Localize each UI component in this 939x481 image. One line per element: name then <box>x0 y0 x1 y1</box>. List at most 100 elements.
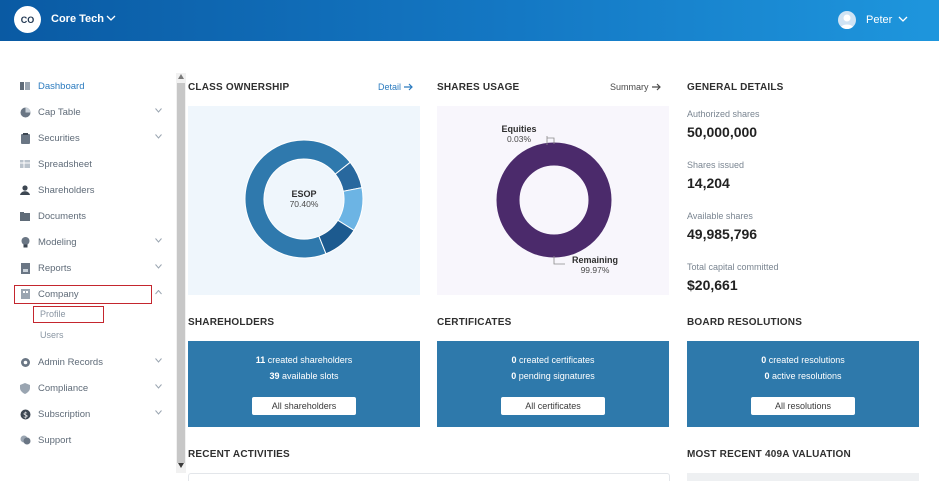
sidebar-item-label: Subscription <box>38 408 91 420</box>
sidebar-subitem-profile[interactable]: Profile <box>40 309 66 319</box>
chevron-down-icon[interactable] <box>155 358 162 363</box>
clipboard-icon <box>18 131 32 145</box>
total-capital-label: Total capital committed <box>687 262 779 272</box>
sidebar-item-cap-table[interactable]: Cap Table <box>14 102 166 122</box>
available-shares-value: 49,985,796 <box>687 226 758 242</box>
certificates-title: CERTIFICATES <box>437 317 512 328</box>
sidebar-item-support[interactable]: Support <box>14 430 166 450</box>
arrow-right-icon <box>404 83 413 91</box>
recent-activities-title: RECENT ACTIVITIES <box>188 449 290 460</box>
chevron-up-icon[interactable] <box>155 290 162 295</box>
highlight-box <box>14 285 152 304</box>
general-details-title: GENERAL DETAILS <box>687 82 784 93</box>
remaining-label: Remaining 99.97% <box>563 255 627 275</box>
top-bar: CO Core Tech Peter <box>0 0 939 41</box>
sidebar-item-subscription[interactable]: $ Subscription <box>14 404 166 424</box>
company-switcher[interactable]: Core Tech <box>51 13 104 25</box>
chevron-down-icon[interactable] <box>155 410 162 415</box>
chevron-down-icon[interactable] <box>155 238 162 243</box>
sidebar-item-reports[interactable]: Reports <box>14 258 166 278</box>
shield-icon <box>18 381 32 395</box>
support-icon <box>18 433 32 447</box>
shares-usage-donut <box>496 136 612 265</box>
sidebar-item-spreadsheet[interactable]: Spreadsheet <box>14 154 166 174</box>
chevron-down-icon[interactable] <box>155 108 162 113</box>
remaining-name: Remaining <box>571 255 618 265</box>
user-menu[interactable]: Peter <box>866 14 893 26</box>
donut-hole <box>264 159 344 239</box>
avatar[interactable] <box>838 11 856 29</box>
remaining-slice <box>496 142 612 258</box>
person-icon <box>18 183 32 197</box>
sidebar-item-shareholders[interactable]: Shareholders <box>14 180 166 200</box>
chevron-down-icon[interactable] <box>106 14 116 22</box>
sidebar-item-dashboard[interactable]: Dashboard <box>14 76 166 96</box>
valuation-title: MOST RECENT 409A VALUATION <box>687 449 851 460</box>
esop-slice[interactable] <box>244 139 351 259</box>
sidebar-item-label: Cap Table <box>38 106 81 118</box>
ownership-slice[interactable] <box>318 219 355 255</box>
summary-link-label: Summary <box>610 82 649 92</box>
sidebar-item-compliance[interactable]: Compliance <box>14 378 166 398</box>
all-resolutions-button[interactable]: All resolutions <box>751 397 855 415</box>
chevron-down-icon[interactable] <box>155 384 162 389</box>
highlight-box <box>33 306 104 323</box>
folder-icon <box>18 209 32 223</box>
scroll-up-icon[interactable] <box>178 74 184 79</box>
certificates-card: 0 created certificates 0 pending signatu… <box>437 341 669 427</box>
arrow-right-icon <box>651 83 661 91</box>
remaining-value: 99.97% <box>580 265 610 275</box>
detail-link-label: Detail <box>378 82 402 92</box>
donut-center-name: ESOP <box>291 189 317 199</box>
shares-issued-value: 14,204 <box>687 175 730 191</box>
remaining-leader-line <box>553 256 565 265</box>
dashboard-icon <box>18 79 32 93</box>
authorized-shares-label: Authorized shares <box>687 109 760 119</box>
sidebar-item-label: Reports <box>38 262 72 274</box>
authorized-shares-value: 50,000,000 <box>687 124 758 140</box>
sidebar-item-securities[interactable]: Securities <box>14 128 166 148</box>
donut-center-label: ESOP 70.40% <box>264 189 344 209</box>
certificates-created-line: 0 created certificates <box>511 355 595 365</box>
shares-usage-panel: Equities 0.03% Remaining 99.97% <box>437 106 669 295</box>
recent-activities-panel <box>188 473 670 481</box>
sidebar-item-company[interactable]: Company <box>14 284 166 304</box>
equities-value: 0.03% <box>506 134 532 144</box>
scroll-thumb[interactable] <box>177 83 185 463</box>
scrollbar[interactable] <box>176 73 186 473</box>
pie-chart-icon <box>18 105 32 119</box>
resolutions-created-line: 0 created resolutions <box>761 355 845 365</box>
shares-issued-label: Shares issued <box>687 160 745 170</box>
report-icon <box>18 261 32 275</box>
sidebar: Dashboard Cap Table Securities Spreadshe… <box>0 41 176 481</box>
sidebar-item-label: Support <box>38 434 72 446</box>
class-ownership-donut <box>244 139 364 259</box>
chevron-down-icon[interactable] <box>898 15 908 23</box>
donut-center-value: 70.40% <box>289 199 319 209</box>
sidebar-item-label: Compliance <box>38 382 89 394</box>
chevron-down-icon[interactable] <box>155 134 162 139</box>
sidebar-item-admin-records[interactable]: Admin Records <box>14 352 166 372</box>
board-resolutions-card: 0 created resolutions 0 active resolutio… <box>687 341 919 427</box>
all-shareholders-button[interactable]: All shareholders <box>252 397 356 415</box>
sidebar-item-documents[interactable]: Documents <box>14 206 166 226</box>
sidebar-item-label: Spreadsheet <box>38 158 92 170</box>
equities-name: Equities <box>501 124 537 134</box>
class-ownership-title: CLASS OWNERSHIP <box>188 82 290 93</box>
resolutions-active-line: 0 active resolutions <box>764 371 842 381</box>
class-ownership-panel: ESOP 70.40% <box>188 106 420 295</box>
building-icon <box>18 287 32 301</box>
company-logo[interactable]: CO <box>14 6 41 33</box>
sidebar-item-label: Documents <box>38 210 87 222</box>
sidebar-item-label: Company <box>38 288 79 300</box>
all-certificates-button[interactable]: All certificates <box>501 397 605 415</box>
available-shares-label: Available shares <box>687 211 753 221</box>
sidebar-subitem-users[interactable]: Users <box>40 330 64 340</box>
summary-link[interactable]: Summary <box>610 82 662 92</box>
scroll-down-icon[interactable] <box>178 463 184 468</box>
sidebar-item-label: Shareholders <box>38 184 95 196</box>
chevron-down-icon[interactable] <box>155 264 162 269</box>
svg-text:$: $ <box>22 410 27 419</box>
sidebar-item-modeling[interactable]: Modeling <box>14 232 166 252</box>
detail-link[interactable]: Detail <box>378 82 414 92</box>
